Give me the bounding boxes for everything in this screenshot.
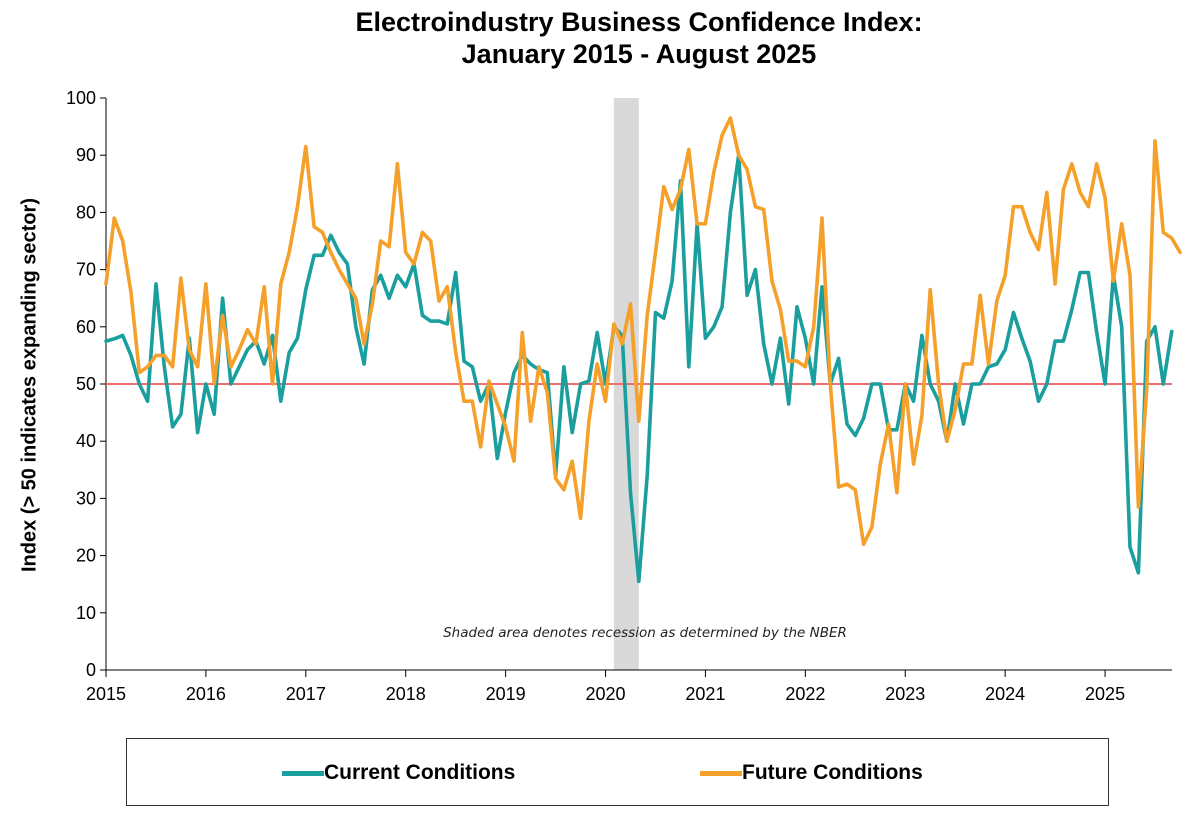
x-tick-label: 2018: [386, 684, 426, 704]
x-tick-label: 2025: [1085, 684, 1125, 704]
x-tick-label: 2022: [785, 684, 825, 704]
chart-title-line1: Electroindustry Business Confidence Inde…: [355, 7, 923, 37]
y-tick-label: 40: [76, 431, 96, 451]
y-tick-label: 100: [66, 88, 96, 108]
chart-subtitle: January 2015 - August 2025: [461, 39, 817, 69]
x-tick-label: 2023: [885, 684, 925, 704]
y-tick-label: 10: [76, 603, 96, 623]
x-tick-label: 2016: [186, 684, 226, 704]
y-tick-label: 0: [86, 660, 96, 680]
recession-annotation: Shaded area denotes recession as determi…: [443, 625, 847, 641]
series-line-future-conditions: [104, 116, 1182, 547]
legend-label-future: Future Conditions: [742, 761, 923, 784]
x-tick-label: 2024: [985, 684, 1025, 704]
y-tick-label: 50: [76, 374, 96, 394]
x-tick-label: 2021: [685, 684, 725, 704]
x-tick-label: 2020: [586, 684, 626, 704]
x-tick-label: 2015: [86, 684, 126, 704]
legend-label-current: Current Conditions: [324, 761, 516, 784]
legend-item-current: Current Conditions: [282, 761, 515, 785]
y-tick-label: 20: [76, 546, 96, 566]
x-tick-label: 2019: [486, 684, 526, 704]
legend-swatch-current: [282, 770, 324, 776]
x-tick-label: 2017: [286, 684, 326, 704]
y-tick-label: 60: [76, 317, 96, 337]
legend-item-future: Future Conditions: [700, 761, 923, 785]
line-chart: 0 10 20 30 40 50 60 70 80 90 100 2015 2016 2017 2018 20…: [66, 88, 1182, 704]
y-tick-label: 70: [76, 260, 96, 280]
y-tick-label: 30: [76, 488, 96, 508]
series-line-current-conditions: [104, 153, 1174, 584]
legend: Current Conditions Future Conditions: [126, 738, 1109, 806]
chart-title: Electroindustry Business Confidence Inde…: [106, 6, 1172, 70]
y-tick-label: 80: [76, 202, 96, 222]
y-tick-label: 90: [76, 145, 96, 165]
legend-swatch-future: [700, 770, 742, 776]
